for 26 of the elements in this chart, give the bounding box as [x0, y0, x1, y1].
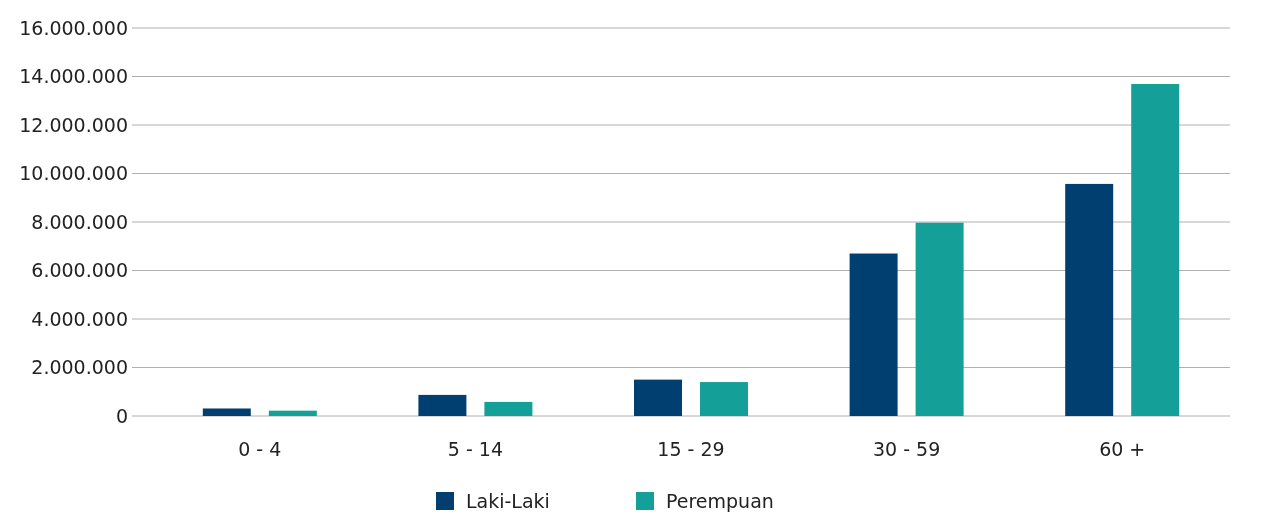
- bar: [418, 394, 467, 416]
- bar: [268, 410, 317, 416]
- x-tick-label: 5 - 14: [447, 438, 503, 460]
- x-tick-label: 0 - 4: [238, 438, 282, 460]
- x-tick-label: 60 +: [1099, 438, 1146, 460]
- bar: [700, 382, 748, 416]
- y-tick-label: 0: [115, 404, 128, 427]
- bar: [634, 379, 682, 416]
- bar: [915, 222, 964, 416]
- legend-label: Perempuan: [666, 490, 774, 512]
- y-tick-label: 10.000.000: [19, 162, 128, 185]
- y-tick-label: 4.000.000: [31, 307, 128, 330]
- y-tick-label: 8.000.000: [31, 210, 128, 233]
- y-tick-label: 6.000.000: [31, 259, 128, 282]
- x-tick-label: 15 - 29: [657, 438, 725, 460]
- bar: [484, 401, 533, 416]
- bar: [202, 408, 251, 416]
- bar: [1065, 183, 1114, 416]
- y-tick-label: 14.000.000: [19, 65, 128, 88]
- y-tick-label: 16.000.000: [19, 16, 128, 39]
- y-tick-label: 12.000.000: [19, 113, 128, 136]
- bar: [1131, 84, 1180, 416]
- bar: [849, 253, 898, 416]
- legend-label: Laki-Laki: [466, 490, 550, 512]
- x-tick-label: 30 - 59: [872, 438, 941, 460]
- y-tick-label: 2.000.000: [31, 356, 128, 379]
